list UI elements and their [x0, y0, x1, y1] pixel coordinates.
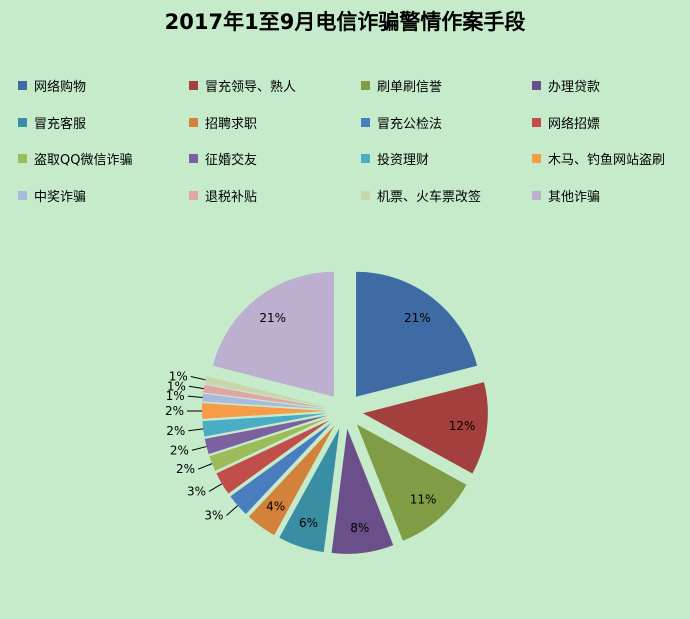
legend-item: 冒充领导、熟人 — [189, 76, 361, 95]
pie-slice — [202, 403, 327, 419]
slice-label: 2% — [176, 462, 195, 476]
legend-swatch — [189, 81, 198, 90]
legend-swatch — [18, 117, 27, 127]
legend-label: 盗取QQ微信诈骗 — [34, 153, 133, 168]
legend-item: 盗取QQ微信诈骗 — [18, 149, 189, 168]
legend-item: 机票、火车票改签 — [361, 186, 532, 205]
legend-item: 木马、钓鱼网站盗刷 — [532, 149, 690, 168]
legend-swatch — [18, 154, 27, 163]
slice-label: 1% — [166, 389, 185, 403]
pie-slice — [362, 382, 488, 474]
legend-item: 招聘求职 — [189, 113, 361, 132]
pie-slice — [203, 384, 328, 409]
legend-label: 冒充客服 — [34, 116, 87, 132]
legend-swatch — [532, 81, 541, 90]
legend-swatch — [18, 81, 27, 90]
pie-slice — [209, 417, 329, 471]
legend: 网络购物 冒充领导、熟人 刷单刷信誉 办理贷款冒充客服 招聘求职 冒充公检法 网络招嫖盗取Q… — [18, 76, 690, 205]
leader-line — [191, 446, 207, 451]
legend-item: 征婚交友 — [189, 149, 361, 168]
leader-line — [190, 376, 206, 381]
leader-line — [188, 385, 204, 390]
slice-label: 6% — [299, 516, 318, 530]
slice-label: 1% — [169, 370, 188, 384]
slice-label: 2% — [165, 404, 184, 418]
legend-swatch — [18, 190, 27, 200]
pie-slice — [202, 413, 328, 437]
legend-label: 招聘求职 — [205, 116, 258, 132]
pie-slice — [356, 271, 478, 397]
legend-label: 其他诈骗 — [548, 189, 601, 205]
legend-label: 机票、火车票改签 — [377, 189, 482, 205]
legend-label: 征婚交友 — [205, 153, 258, 168]
legend-item: 网络购物 — [18, 76, 189, 95]
legend-swatch — [361, 117, 370, 127]
legend-item: 退税补贴 — [189, 186, 361, 205]
legend-swatch — [189, 117, 198, 127]
slice-label: 21% — [259, 311, 286, 325]
pie-slice — [248, 425, 335, 536]
slice-label: 3% — [204, 508, 223, 522]
legend-item: 刷单刷信誉 — [361, 76, 532, 95]
pie-slice — [212, 271, 334, 397]
slice-label: 2% — [170, 443, 189, 457]
pie-slice — [230, 422, 332, 515]
legend-swatch — [361, 154, 370, 163]
pie-slice — [204, 375, 328, 408]
pie-slice — [202, 393, 328, 410]
legend-label: 投资理财 — [377, 153, 430, 168]
pie-slice — [356, 424, 467, 541]
legend-label: 刷单刷信誉 — [377, 80, 443, 95]
legend-swatch — [189, 190, 198, 200]
leader-line — [197, 463, 213, 470]
leader-line — [187, 395, 203, 399]
legend-label: 网络购物 — [34, 80, 87, 95]
slice-label: 1% — [167, 379, 186, 393]
legend-item: 投资理财 — [361, 149, 532, 168]
legend-item: 其他诈骗 — [532, 186, 690, 205]
leader-line — [208, 483, 223, 492]
pie-slice — [204, 415, 328, 455]
slice-label: 11% — [410, 493, 437, 507]
legend-swatch — [361, 190, 370, 200]
slice-label: 8% — [350, 521, 369, 535]
legend-item: 冒充客服 — [18, 113, 189, 132]
legend-item: 冒充公检法 — [361, 113, 532, 132]
legend-label: 网络招嫖 — [548, 116, 601, 132]
pie-slice — [279, 428, 340, 553]
slice-label: 3% — [187, 484, 206, 498]
legend-label: 木马、钓鱼网站盗刷 — [548, 153, 666, 168]
pie-slice — [331, 428, 394, 554]
slice-label: 12% — [449, 419, 476, 433]
legend-item: 办理贷款 — [532, 76, 690, 95]
chart-title: 2017年1至9月电信诈骗警情作案手段 — [164, 10, 526, 34]
pie-slice — [216, 420, 330, 494]
legend-swatch — [532, 117, 541, 127]
slice-label: 21% — [404, 311, 431, 325]
leader-line — [226, 505, 239, 516]
legend-label: 退税补贴 — [205, 189, 258, 205]
legend-label: 冒充领导、熟人 — [205, 80, 297, 95]
leader-line — [188, 428, 204, 432]
legend-swatch — [532, 190, 541, 200]
slice-label: 2% — [166, 424, 185, 438]
slice-label: 4% — [266, 499, 285, 513]
legend-item: 中奖诈骗 — [18, 186, 189, 205]
legend-label: 中奖诈骗 — [34, 189, 87, 205]
legend-swatch — [532, 154, 541, 163]
legend-label: 冒充公检法 — [377, 116, 443, 132]
legend-swatch — [189, 154, 198, 163]
legend-label: 办理贷款 — [548, 80, 601, 95]
legend-item: 网络招嫖 — [532, 113, 690, 132]
legend-swatch — [361, 81, 370, 90]
